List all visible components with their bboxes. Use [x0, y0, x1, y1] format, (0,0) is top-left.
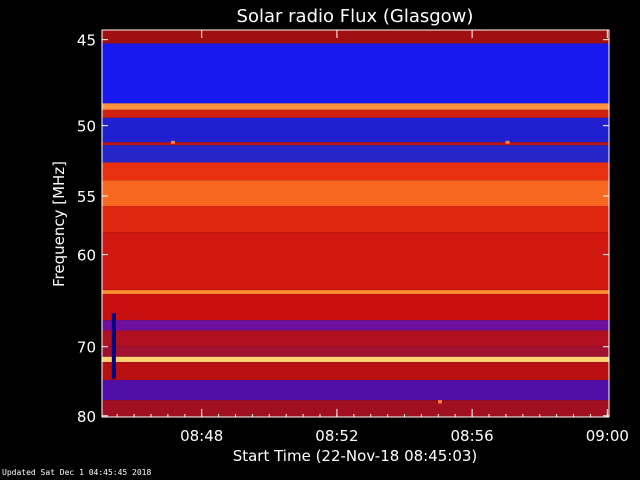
x-tick-label: 08:52: [315, 427, 358, 445]
x-tick-label: 09:00: [586, 427, 629, 445]
y-tick-label: 80: [77, 408, 96, 426]
update-timestamp: Updated Sat Dec 1 04:45:45 2018: [2, 468, 152, 477]
frequency-band: [102, 346, 609, 357]
y-tick-label: 70: [77, 339, 96, 357]
burst-event: [170, 140, 175, 144]
frequency-band: [102, 400, 609, 417]
y-tick-label: 55: [77, 188, 96, 206]
chart-title: Solar radio Flux (Glasgow): [237, 6, 474, 27]
frequency-band: [102, 117, 609, 143]
y-tick-label: 60: [77, 247, 96, 265]
frequency-band: [102, 109, 609, 118]
axes: 45 50 55 60 70 80 08:48 08:52 08:56 09:00: [77, 29, 629, 445]
frequency-band: [102, 380, 609, 401]
y-axis-label: Frequency [MHz]: [50, 161, 68, 287]
frequency-band: [102, 293, 609, 321]
frequency-band: [102, 330, 609, 347]
frequency-band: [102, 362, 609, 381]
x-tick-label: 08:48: [180, 427, 223, 445]
frequency-band: [102, 142, 609, 146]
frequency-band: [102, 103, 609, 110]
spectrogram-plot-area: [102, 30, 609, 417]
frequency-band: [102, 320, 609, 331]
plot-frame: [101, 29, 610, 418]
frequency-band: [102, 206, 609, 233]
y-tick-label: 50: [77, 118, 96, 136]
x-tick-label: 08:56: [450, 427, 493, 445]
x-axis-label: Start Time (22-Nov-18 08:45:03): [233, 447, 478, 465]
frequency-band: [102, 162, 609, 181]
frequency-band: [102, 43, 609, 104]
frequency-band: [102, 356, 609, 363]
frequency-band: [102, 180, 609, 207]
frequency-band: [102, 232, 609, 291]
frequency-band: [102, 290, 609, 294]
burst-event: [438, 400, 442, 404]
frequency-band: [102, 30, 609, 44]
y-tick-label: 45: [77, 32, 96, 50]
frequency-band: [102, 145, 609, 163]
burst-event: [111, 313, 116, 379]
burst-event: [505, 140, 510, 144]
